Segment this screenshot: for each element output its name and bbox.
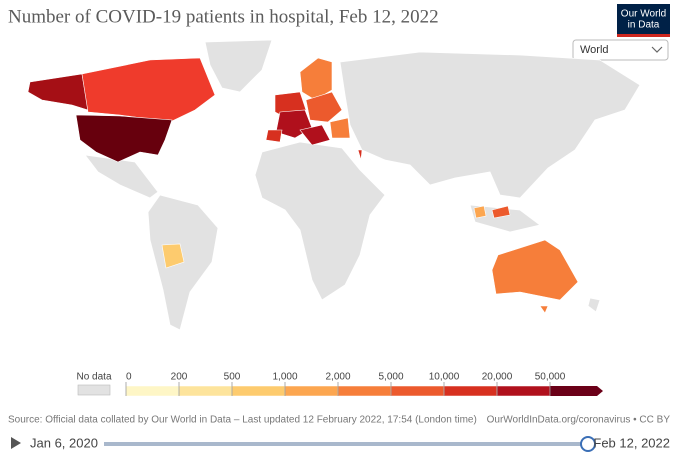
legend-tick-label: 200 bbox=[171, 372, 188, 383]
source: Source: Official data collated by Our Wo… bbox=[8, 415, 477, 426]
world-map bbox=[27, 39, 641, 331]
credit: OurWorldInData.org/coronavirus • CC BY bbox=[487, 415, 671, 426]
no-data-label: No data bbox=[76, 372, 111, 383]
legend-tick-label: 2,000 bbox=[325, 372, 350, 383]
logo-line: Our World bbox=[621, 9, 666, 20]
legend-tick-label: 20,000 bbox=[482, 372, 513, 383]
legend-swatch bbox=[337, 385, 392, 397]
legend-swatch bbox=[231, 385, 286, 397]
logo: Our World in Data bbox=[617, 4, 670, 37]
legend-swatch bbox=[125, 385, 180, 397]
legend-swatch bbox=[443, 385, 498, 397]
legend: No data 0 200 500 1,000 2,000 5,000 10,000 20,0… bbox=[76, 372, 603, 397]
region-selector[interactable]: World bbox=[572, 39, 669, 61]
legend-tick-label: 50,000 bbox=[535, 372, 566, 383]
timeline-end: Feb 12, 2022 bbox=[593, 435, 670, 450]
legend-swatch bbox=[550, 386, 603, 396]
selector-label[interactable]: World bbox=[580, 44, 609, 56]
no-data-swatch bbox=[77, 384, 111, 396]
legend-swatch bbox=[390, 385, 445, 397]
legend-tick-label: 1,000 bbox=[272, 372, 297, 383]
legend-tick-label: 0 bbox=[126, 372, 132, 383]
title: Number of COVID-19 patients in hospital,… bbox=[8, 6, 439, 27]
legend-tick-label: 500 bbox=[224, 372, 241, 383]
legend-swatch bbox=[496, 385, 551, 397]
legend-swatch bbox=[178, 385, 233, 397]
legend-tick-label: 5,000 bbox=[378, 372, 403, 383]
legend-swatch bbox=[284, 385, 339, 397]
timeline[interactable]: Jan 6, 2020 Feb 12, 2022 bbox=[11, 435, 670, 452]
legend-tick-label: 10,000 bbox=[429, 372, 460, 383]
timeline-handle[interactable] bbox=[580, 436, 596, 452]
timeline-start: Jan 6, 2020 bbox=[30, 435, 98, 450]
logo-line: in Data bbox=[628, 20, 660, 31]
play-button[interactable] bbox=[11, 437, 21, 449]
